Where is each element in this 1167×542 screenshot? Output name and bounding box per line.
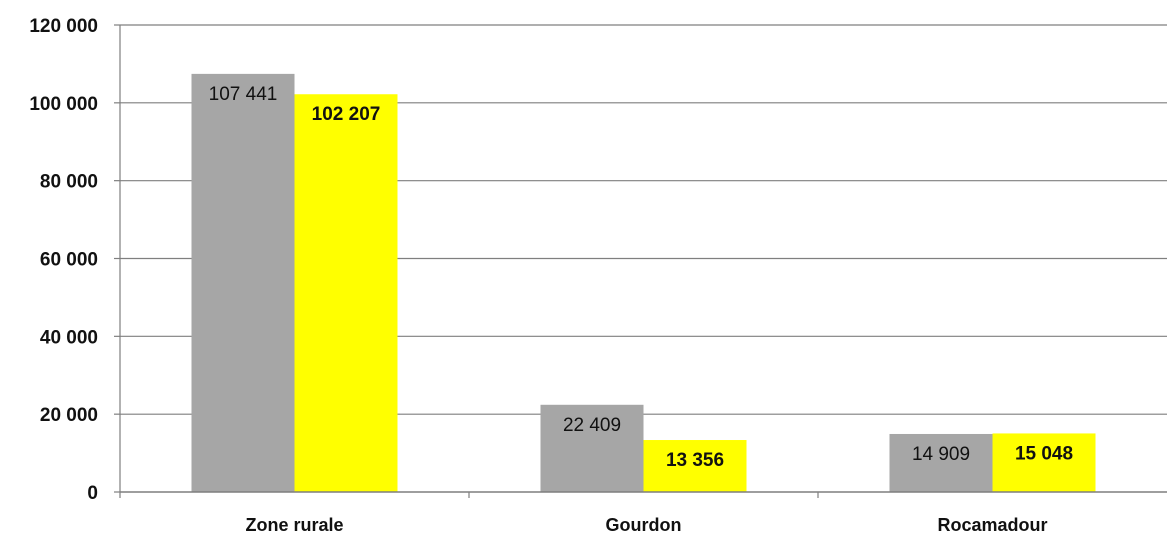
data-label: 13 356 [666,450,724,471]
data-label: 15 048 [1015,443,1073,464]
x-category-label: Gourdon [606,515,682,535]
y-tick-label: 20 000 [40,405,98,426]
bar [294,94,398,493]
y-axis-ticks: 0 20 000 40 000 60 000 80 000 100 000 120 000 [29,16,121,504]
y-tick-label: 120 000 [29,16,98,37]
bar [191,73,295,493]
y-tick-label: 60 000 [40,250,98,271]
data-label: 22 409 [563,415,621,436]
bar [540,404,644,492]
bar [992,433,1096,492]
data-label: 107 441 [209,84,278,105]
category-labels: Zone rurale Gourdon Rocamadour [245,515,1047,535]
x-category-label: Rocamadour [937,515,1047,535]
y-tick-label: 40 000 [40,327,98,348]
y-tick-label: 80 000 [40,172,98,193]
data-label: 14 909 [912,444,970,465]
y-tick-label: 100 000 [29,94,98,115]
bar [889,433,993,492]
data-label: 102 207 [312,104,381,125]
x-category-label: Zone rurale [245,515,343,535]
bar [643,440,747,492]
x-axis [119,491,1167,498]
y-tick-label: 0 [87,483,98,504]
bars: 107 441 102 207 22 409 13 356 14 909 15 048 [191,73,1096,493]
